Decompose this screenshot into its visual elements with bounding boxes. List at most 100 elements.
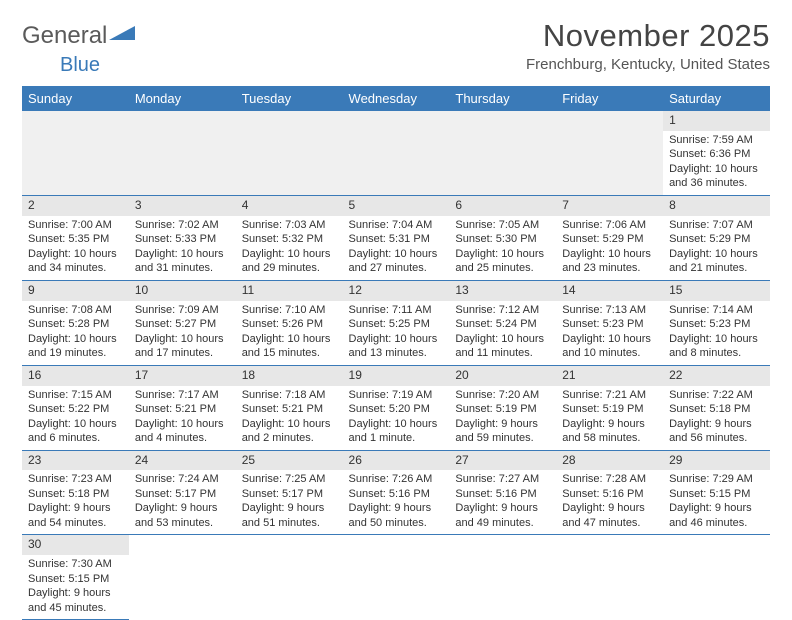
sunrise: Sunrise: 7:07 AM — [669, 218, 764, 233]
sunset: Sunset: 5:17 PM — [135, 487, 230, 502]
sunrise: Sunrise: 7:11 AM — [349, 303, 444, 318]
day-number: 14 — [556, 281, 663, 301]
day-header: Thursday — [449, 86, 556, 111]
day-number: 30 — [22, 535, 129, 555]
daylight: Daylight: 10 hours and 10 minutes. — [562, 332, 657, 361]
day-info: Sunrise: 7:28 AMSunset: 5:16 PMDaylight:… — [556, 470, 663, 534]
sunrise: Sunrise: 7:19 AM — [349, 388, 444, 403]
day-number: 20 — [449, 366, 556, 386]
day-number: 1 — [663, 111, 770, 131]
sunset: Sunset: 5:33 PM — [135, 232, 230, 247]
day-header: Monday — [129, 86, 236, 111]
sunrise: Sunrise: 7:23 AM — [28, 472, 123, 487]
sunrise: Sunrise: 7:08 AM — [28, 303, 123, 318]
daylight: Daylight: 10 hours and 19 minutes. — [28, 332, 123, 361]
day-info: Sunrise: 7:13 AMSunset: 5:23 PMDaylight:… — [556, 301, 663, 365]
daylight: Daylight: 9 hours and 56 minutes. — [669, 417, 764, 446]
sunset: Sunset: 5:32 PM — [242, 232, 337, 247]
day-number: 6 — [449, 196, 556, 216]
sunset: Sunset: 5:35 PM — [28, 232, 123, 247]
day-info: Sunrise: 7:00 AMSunset: 5:35 PMDaylight:… — [22, 216, 129, 280]
daylight: Daylight: 9 hours and 53 minutes. — [135, 501, 230, 530]
day-header: Friday — [556, 86, 663, 111]
calendar-cell: 13Sunrise: 7:12 AMSunset: 5:24 PMDayligh… — [449, 280, 556, 365]
sunset: Sunset: 5:30 PM — [455, 232, 550, 247]
sunset: Sunset: 5:15 PM — [669, 487, 764, 502]
daylight: Daylight: 10 hours and 8 minutes. — [669, 332, 764, 361]
daylight: Daylight: 9 hours and 58 minutes. — [562, 417, 657, 446]
calendar-cell: 20Sunrise: 7:20 AMSunset: 5:19 PMDayligh… — [449, 365, 556, 450]
sunrise: Sunrise: 7:05 AM — [455, 218, 550, 233]
day-header: Wednesday — [343, 86, 450, 111]
day-info: Sunrise: 7:05 AMSunset: 5:30 PMDaylight:… — [449, 216, 556, 280]
sunrise: Sunrise: 7:18 AM — [242, 388, 337, 403]
sunset: Sunset: 5:26 PM — [242, 317, 337, 332]
empty-cell — [236, 111, 343, 195]
sunset: Sunset: 5:16 PM — [455, 487, 550, 502]
daylight: Daylight: 10 hours and 1 minute. — [349, 417, 444, 446]
day-info: Sunrise: 7:30 AMSunset: 5:15 PMDaylight:… — [22, 555, 129, 619]
day-info: Sunrise: 7:11 AMSunset: 5:25 PMDaylight:… — [343, 301, 450, 365]
calendar-cell: 17Sunrise: 7:17 AMSunset: 5:21 PMDayligh… — [129, 365, 236, 450]
sunset: Sunset: 5:17 PM — [242, 487, 337, 502]
day-info: Sunrise: 7:08 AMSunset: 5:28 PMDaylight:… — [22, 301, 129, 365]
day-info: Sunrise: 7:26 AMSunset: 5:16 PMDaylight:… — [343, 470, 450, 534]
sunset: Sunset: 5:19 PM — [562, 402, 657, 417]
calendar-cell: 6Sunrise: 7:05 AMSunset: 5:30 PMDaylight… — [449, 195, 556, 280]
day-info: Sunrise: 7:09 AMSunset: 5:27 PMDaylight:… — [129, 301, 236, 365]
calendar-cell: 25Sunrise: 7:25 AMSunset: 5:17 PMDayligh… — [236, 450, 343, 535]
location-subtitle: Frenchburg, Kentucky, United States — [526, 56, 770, 73]
sunrise: Sunrise: 7:00 AM — [28, 218, 123, 233]
sunrise: Sunrise: 7:21 AM — [562, 388, 657, 403]
sunrise: Sunrise: 7:25 AM — [242, 472, 337, 487]
empty-cell — [236, 535, 343, 620]
daylight: Daylight: 10 hours and 29 minutes. — [242, 247, 337, 276]
calendar-cell: 3Sunrise: 7:02 AMSunset: 5:33 PMDaylight… — [129, 195, 236, 280]
day-number: 10 — [129, 281, 236, 301]
sunrise: Sunrise: 7:20 AM — [455, 388, 550, 403]
sunset: Sunset: 6:36 PM — [669, 147, 764, 162]
calendar-cell: 15Sunrise: 7:14 AMSunset: 5:23 PMDayligh… — [663, 280, 770, 365]
day-info: Sunrise: 7:03 AMSunset: 5:32 PMDaylight:… — [236, 216, 343, 280]
sunrise: Sunrise: 7:09 AM — [135, 303, 230, 318]
day-info: Sunrise: 7:10 AMSunset: 5:26 PMDaylight:… — [236, 301, 343, 365]
day-info: Sunrise: 7:20 AMSunset: 5:19 PMDaylight:… — [449, 386, 556, 450]
day-number: 9 — [22, 281, 129, 301]
sunrise: Sunrise: 7:59 AM — [669, 133, 764, 148]
day-number: 26 — [343, 451, 450, 471]
calendar-cell: 16Sunrise: 7:15 AMSunset: 5:22 PMDayligh… — [22, 365, 129, 450]
day-number: 21 — [556, 366, 663, 386]
day-info: Sunrise: 7:21 AMSunset: 5:19 PMDaylight:… — [556, 386, 663, 450]
title-block: November 2025 Frenchburg, Kentucky, Unit… — [526, 18, 770, 73]
day-number: 11 — [236, 281, 343, 301]
empty-cell — [22, 111, 129, 195]
sunrise: Sunrise: 7:06 AM — [562, 218, 657, 233]
day-info: Sunrise: 7:02 AMSunset: 5:33 PMDaylight:… — [129, 216, 236, 280]
calendar-cell: 21Sunrise: 7:21 AMSunset: 5:19 PMDayligh… — [556, 365, 663, 450]
sunset: Sunset: 5:29 PM — [562, 232, 657, 247]
calendar-cell: 11Sunrise: 7:10 AMSunset: 5:26 PMDayligh… — [236, 280, 343, 365]
sunset: Sunset: 5:16 PM — [562, 487, 657, 502]
calendar-cell: 18Sunrise: 7:18 AMSunset: 5:21 PMDayligh… — [236, 365, 343, 450]
day-number: 13 — [449, 281, 556, 301]
empty-cell — [129, 535, 236, 620]
daylight: Daylight: 10 hours and 23 minutes. — [562, 247, 657, 276]
day-number: 2 — [22, 196, 129, 216]
sunrise: Sunrise: 7:02 AM — [135, 218, 230, 233]
day-number: 28 — [556, 451, 663, 471]
calendar-cell: 22Sunrise: 7:22 AMSunset: 5:18 PMDayligh… — [663, 365, 770, 450]
daylight: Daylight: 9 hours and 45 minutes. — [28, 586, 123, 615]
sunrise: Sunrise: 7:14 AM — [669, 303, 764, 318]
calendar-cell: 14Sunrise: 7:13 AMSunset: 5:23 PMDayligh… — [556, 280, 663, 365]
calendar-cell: 7Sunrise: 7:06 AMSunset: 5:29 PMDaylight… — [556, 195, 663, 280]
day-info: Sunrise: 7:25 AMSunset: 5:17 PMDaylight:… — [236, 470, 343, 534]
sunset: Sunset: 5:29 PM — [669, 232, 764, 247]
day-info: Sunrise: 7:22 AMSunset: 5:18 PMDaylight:… — [663, 386, 770, 450]
day-info: Sunrise: 7:19 AMSunset: 5:20 PMDaylight:… — [343, 386, 450, 450]
day-number: 23 — [22, 451, 129, 471]
sunrise: Sunrise: 7:12 AM — [455, 303, 550, 318]
sunrise: Sunrise: 7:17 AM — [135, 388, 230, 403]
sunset: Sunset: 5:24 PM — [455, 317, 550, 332]
daylight: Daylight: 10 hours and 4 minutes. — [135, 417, 230, 446]
calendar-cell: 9Sunrise: 7:08 AMSunset: 5:28 PMDaylight… — [22, 280, 129, 365]
